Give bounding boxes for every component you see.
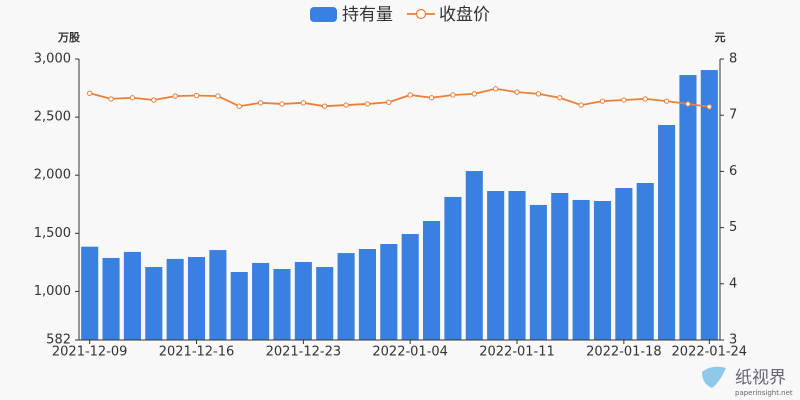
bar <box>337 253 355 340</box>
y-unit: 万股 <box>57 31 81 44</box>
line-point <box>492 86 499 92</box>
line-point <box>129 95 136 101</box>
y2-tick-label: 7 <box>729 108 737 123</box>
bar <box>508 191 526 340</box>
line-point <box>428 95 435 101</box>
line-point <box>343 102 349 108</box>
line-point <box>450 92 456 98</box>
line-point <box>663 98 670 104</box>
line-point <box>108 96 114 102</box>
line-point <box>514 89 520 95</box>
x-tick-label: 2021-12-16 <box>159 345 235 360</box>
bar <box>658 125 676 340</box>
bar <box>551 192 569 340</box>
bar <box>401 234 419 340</box>
line-point <box>578 102 584 108</box>
bar <box>465 171 483 340</box>
bar <box>166 258 184 340</box>
y-tick-label: 3,000 <box>34 52 71 67</box>
bar <box>294 262 312 340</box>
x-tick-label: 2022-01-11 <box>479 345 555 360</box>
bar <box>273 268 291 340</box>
legend-marker <box>415 8 427 20</box>
watermark-url: paperinsight.net <box>735 389 793 397</box>
y-tick-label: 1,000 <box>34 284 71 299</box>
bar <box>700 70 718 341</box>
bar <box>145 267 163 340</box>
line-point <box>236 103 242 109</box>
line-point <box>535 91 542 97</box>
bar <box>615 187 633 340</box>
legend-swatch <box>310 7 337 22</box>
bar <box>81 246 99 340</box>
bar <box>230 272 248 340</box>
y-tick-label: 1,500 <box>34 226 71 241</box>
y2-tick-label: 5 <box>729 220 737 235</box>
watermark-logo <box>702 366 726 388</box>
bar <box>380 244 398 340</box>
bar <box>679 75 697 340</box>
line-point <box>599 98 606 104</box>
y2-tick-label: 6 <box>729 164 737 179</box>
x-tick-label: 2022-01-04 <box>372 345 448 360</box>
y2-tick-label: 3 <box>729 333 737 348</box>
line-point <box>407 92 413 98</box>
line-point <box>471 91 477 97</box>
line-point <box>257 100 264 106</box>
bar <box>123 251 141 340</box>
line-point <box>706 104 713 110</box>
y2-unit: 元 <box>715 31 726 44</box>
watermark: 纸视界 paperinsight.net <box>702 366 793 397</box>
line-point <box>621 97 627 103</box>
bar <box>593 201 612 340</box>
bar <box>572 199 590 340</box>
x-tick-label: 2021-12-23 <box>266 345 342 360</box>
bar <box>423 220 441 340</box>
y-tick-label: 2,000 <box>34 168 71 183</box>
line-point <box>300 100 307 106</box>
line-point <box>642 96 648 102</box>
line-point <box>151 97 157 103</box>
y2-tick-label: 4 <box>729 276 737 291</box>
line-point <box>322 103 328 109</box>
watermark-name: 纸视界 <box>735 368 786 388</box>
line <box>89 87 710 108</box>
bar <box>252 262 270 340</box>
bar <box>487 191 505 340</box>
x-tick-label: 2021-12-09 <box>52 345 128 360</box>
bar <box>529 204 547 340</box>
bar <box>316 267 334 340</box>
line-point <box>557 95 563 101</box>
bar <box>636 182 654 340</box>
y2-tick-label: 8 <box>729 52 737 67</box>
bar <box>102 257 120 340</box>
line-point <box>193 92 200 99</box>
legend-label: 持有量 <box>342 5 393 25</box>
line-point <box>86 90 93 96</box>
y-tick-label: 582 <box>46 333 71 348</box>
line-point <box>386 99 392 105</box>
bar <box>444 196 462 340</box>
legend-label: 收盘价 <box>439 5 490 25</box>
x-tick-label: 2022-01-24 <box>672 345 748 360</box>
x-tick-label: 2022-01-18 <box>586 345 662 360</box>
line-point <box>172 93 178 99</box>
line-point <box>215 93 221 99</box>
line-point <box>685 101 691 107</box>
bar <box>209 250 227 340</box>
bar <box>187 257 206 340</box>
bar <box>358 249 376 340</box>
y-tick-label: 2,500 <box>34 110 71 125</box>
line-point <box>364 101 371 107</box>
line-point <box>279 101 285 107</box>
